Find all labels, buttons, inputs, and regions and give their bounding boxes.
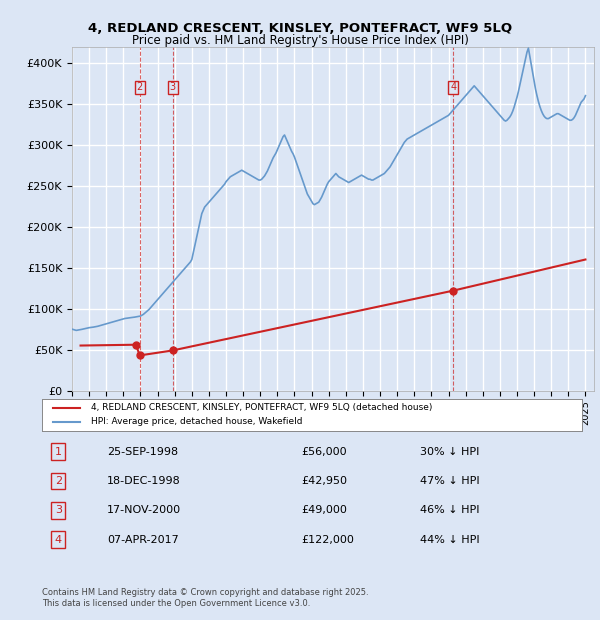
Text: 2: 2	[55, 476, 62, 486]
Text: 4, REDLAND CRESCENT, KINSLEY, PONTEFRACT, WF9 5LQ (detached house): 4, REDLAND CRESCENT, KINSLEY, PONTEFRACT…	[91, 403, 432, 412]
Text: 17-NOV-2000: 17-NOV-2000	[107, 505, 181, 515]
Text: Price paid vs. HM Land Registry's House Price Index (HPI): Price paid vs. HM Land Registry's House …	[131, 34, 469, 47]
Text: 4: 4	[55, 534, 62, 545]
Text: £49,000: £49,000	[301, 505, 347, 515]
Text: 07-APR-2017: 07-APR-2017	[107, 534, 179, 545]
Text: 30% ↓ HPI: 30% ↓ HPI	[420, 447, 479, 457]
Text: 1: 1	[55, 447, 62, 457]
Text: £56,000: £56,000	[301, 447, 347, 457]
Text: 4, REDLAND CRESCENT, KINSLEY, PONTEFRACT, WF9 5LQ: 4, REDLAND CRESCENT, KINSLEY, PONTEFRACT…	[88, 22, 512, 35]
Text: 3: 3	[55, 505, 62, 515]
Text: 3: 3	[170, 82, 176, 92]
Text: £42,950: £42,950	[301, 476, 347, 486]
Text: 18-DEC-1998: 18-DEC-1998	[107, 476, 181, 486]
Text: HPI: Average price, detached house, Wakefield: HPI: Average price, detached house, Wake…	[91, 417, 302, 427]
Text: 47% ↓ HPI: 47% ↓ HPI	[420, 476, 479, 486]
Text: 4: 4	[450, 82, 456, 92]
Text: 46% ↓ HPI: 46% ↓ HPI	[420, 505, 479, 515]
Text: 2: 2	[137, 82, 143, 92]
Text: £122,000: £122,000	[301, 534, 354, 545]
Text: 44% ↓ HPI: 44% ↓ HPI	[420, 534, 479, 545]
Text: Contains HM Land Registry data © Crown copyright and database right 2025.
This d: Contains HM Land Registry data © Crown c…	[42, 588, 368, 608]
Text: 25-SEP-1998: 25-SEP-1998	[107, 447, 178, 457]
